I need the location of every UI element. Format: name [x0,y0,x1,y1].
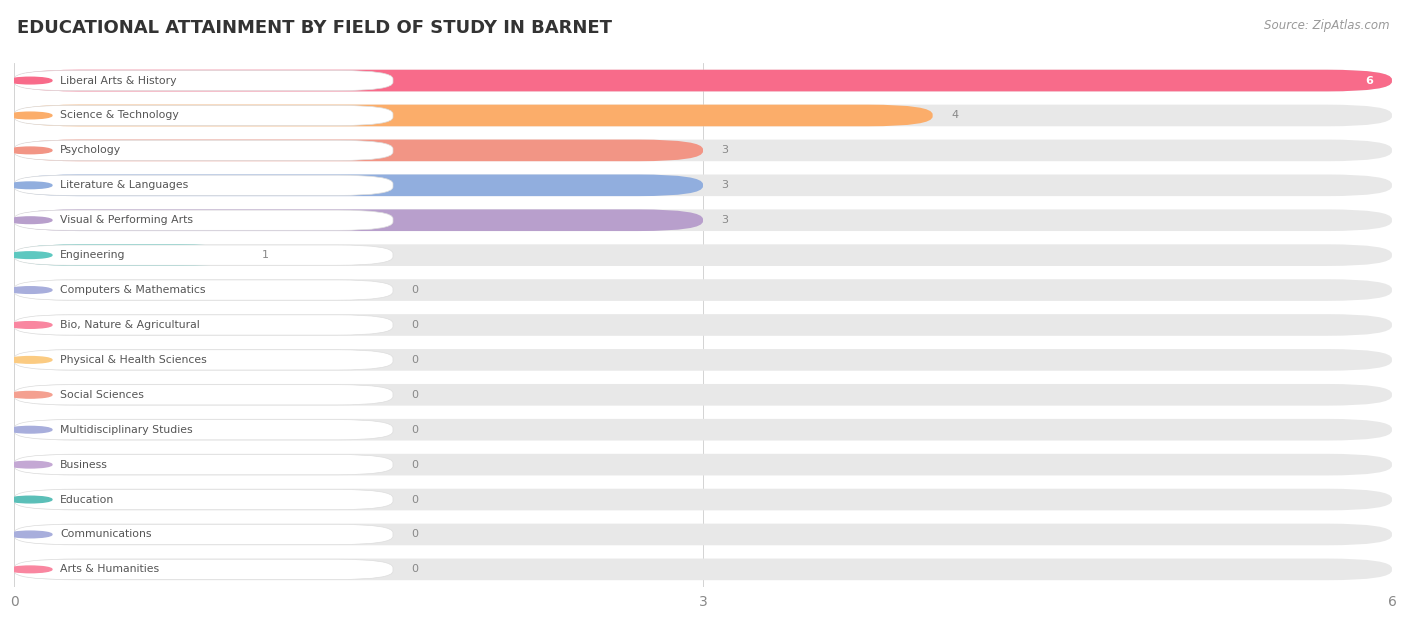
Circle shape [8,461,52,468]
Text: 0: 0 [412,285,419,295]
FancyBboxPatch shape [14,244,243,266]
Text: 4: 4 [950,110,957,121]
Text: 3: 3 [721,215,728,225]
Text: 0: 0 [412,425,419,435]
Text: Science & Technology: Science & Technology [60,110,179,121]
FancyBboxPatch shape [14,490,392,510]
FancyBboxPatch shape [14,105,932,126]
FancyBboxPatch shape [14,175,392,196]
FancyBboxPatch shape [14,384,1392,406]
FancyBboxPatch shape [14,315,392,335]
Text: Literature & Languages: Literature & Languages [60,180,188,191]
Circle shape [8,322,52,328]
FancyBboxPatch shape [14,140,392,160]
Text: 0: 0 [412,459,419,469]
Text: Social Sciences: Social Sciences [60,390,143,400]
FancyBboxPatch shape [14,209,1392,231]
FancyBboxPatch shape [14,175,1392,196]
Text: 1: 1 [262,250,269,260]
Text: Bio, Nature & Agricultural: Bio, Nature & Agricultural [60,320,200,330]
FancyBboxPatch shape [14,558,1392,580]
Circle shape [8,147,52,154]
FancyBboxPatch shape [14,70,1392,91]
Text: Computers & Mathematics: Computers & Mathematics [60,285,205,295]
Text: Engineering: Engineering [60,250,125,260]
FancyBboxPatch shape [14,70,1392,91]
FancyBboxPatch shape [14,454,392,475]
Text: 3: 3 [721,180,728,191]
FancyBboxPatch shape [14,139,703,161]
FancyBboxPatch shape [14,559,392,579]
FancyBboxPatch shape [14,105,392,126]
FancyBboxPatch shape [14,105,1392,126]
FancyBboxPatch shape [14,350,392,370]
Text: Visual & Performing Arts: Visual & Performing Arts [60,215,193,225]
FancyBboxPatch shape [14,209,703,231]
FancyBboxPatch shape [14,314,1392,336]
Text: Education: Education [60,495,114,505]
FancyBboxPatch shape [14,139,1392,161]
FancyBboxPatch shape [14,489,1392,510]
FancyBboxPatch shape [14,244,1392,266]
Circle shape [8,182,52,189]
FancyBboxPatch shape [14,385,392,405]
Text: EDUCATIONAL ATTAINMENT BY FIELD OF STUDY IN BARNET: EDUCATIONAL ATTAINMENT BY FIELD OF STUDY… [17,19,612,37]
FancyBboxPatch shape [14,349,1392,370]
Circle shape [8,391,52,398]
FancyBboxPatch shape [14,524,1392,545]
Text: Source: ZipAtlas.com: Source: ZipAtlas.com [1264,19,1389,32]
Text: 0: 0 [412,355,419,365]
Text: 3: 3 [721,145,728,155]
Circle shape [8,531,52,538]
Text: Communications: Communications [60,529,152,540]
Circle shape [8,77,52,84]
Text: 6: 6 [1365,76,1374,86]
Text: 0: 0 [412,495,419,505]
Text: 0: 0 [412,564,419,574]
Text: 0: 0 [412,529,419,540]
FancyBboxPatch shape [14,210,392,230]
FancyBboxPatch shape [14,419,1392,440]
Circle shape [8,252,52,259]
FancyBboxPatch shape [14,280,1392,301]
Text: Business: Business [60,459,108,469]
FancyBboxPatch shape [14,245,392,265]
Text: Liberal Arts & History: Liberal Arts & History [60,76,177,86]
Circle shape [8,217,52,223]
FancyBboxPatch shape [14,454,1392,475]
Text: Physical & Health Sciences: Physical & Health Sciences [60,355,207,365]
Circle shape [8,112,52,119]
FancyBboxPatch shape [14,280,392,300]
Circle shape [8,496,52,503]
FancyBboxPatch shape [14,71,392,91]
Circle shape [8,566,52,573]
Text: 0: 0 [412,320,419,330]
FancyBboxPatch shape [14,175,703,196]
Circle shape [8,286,52,293]
Text: 0: 0 [412,390,419,400]
Text: Psychology: Psychology [60,145,121,155]
Circle shape [8,357,52,363]
Text: Multidisciplinary Studies: Multidisciplinary Studies [60,425,193,435]
FancyBboxPatch shape [14,524,392,545]
Text: Arts & Humanities: Arts & Humanities [60,564,159,574]
FancyBboxPatch shape [14,420,392,440]
Circle shape [8,427,52,433]
